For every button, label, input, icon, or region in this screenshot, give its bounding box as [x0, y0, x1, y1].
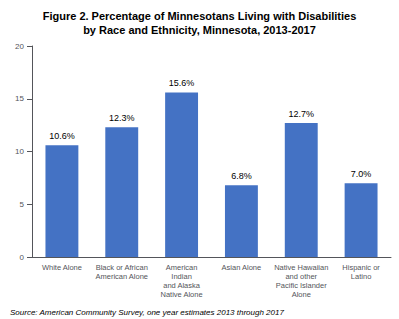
svg-text:Source: American Community Sur: Source: American Community Survey, one y… — [10, 308, 284, 317]
svg-text:Black or African: Black or African — [96, 263, 148, 272]
svg-text:20: 20 — [15, 42, 24, 51]
svg-text:Asian Alone: Asian Alone — [222, 263, 262, 272]
svg-text:and Alaska: and Alaska — [163, 281, 201, 290]
svg-text:White Alone: White Alone — [42, 263, 82, 272]
svg-text:6.8%: 6.8% — [231, 171, 252, 181]
svg-text:10: 10 — [15, 147, 24, 156]
svg-text:Indian: Indian — [171, 272, 191, 281]
svg-text:15.6%: 15.6% — [169, 78, 195, 88]
svg-text:by Race and Ethnicity, Minneso: by Race and Ethnicity, Minnesota, 2013-2… — [83, 24, 316, 36]
svg-text:10.6%: 10.6% — [49, 131, 75, 141]
svg-text:5: 5 — [20, 200, 25, 209]
svg-text:Alone: Alone — [292, 290, 311, 299]
svg-text:12.3%: 12.3% — [109, 113, 135, 123]
svg-text:7.0%: 7.0% — [351, 169, 372, 179]
svg-text:Hispanic or: Hispanic or — [342, 263, 380, 272]
svg-text:12.7%: 12.7% — [288, 109, 314, 119]
svg-text:American: American — [166, 263, 198, 272]
svg-text:Native Hawaiian: Native Hawaiian — [274, 263, 328, 272]
svg-text:Native Alone: Native Alone — [161, 290, 203, 299]
svg-text:Pacific Islander: Pacific Islander — [276, 281, 327, 290]
svg-text:Latino: Latino — [351, 272, 371, 281]
svg-text:Figure 2. Percentage of Minnes: Figure 2. Percentage of Minnesotans Livi… — [43, 10, 357, 22]
svg-text:American Alone: American Alone — [95, 272, 148, 281]
svg-text:0: 0 — [20, 253, 25, 262]
svg-text:15: 15 — [15, 94, 24, 103]
svg-text:and other: and other — [285, 272, 317, 281]
